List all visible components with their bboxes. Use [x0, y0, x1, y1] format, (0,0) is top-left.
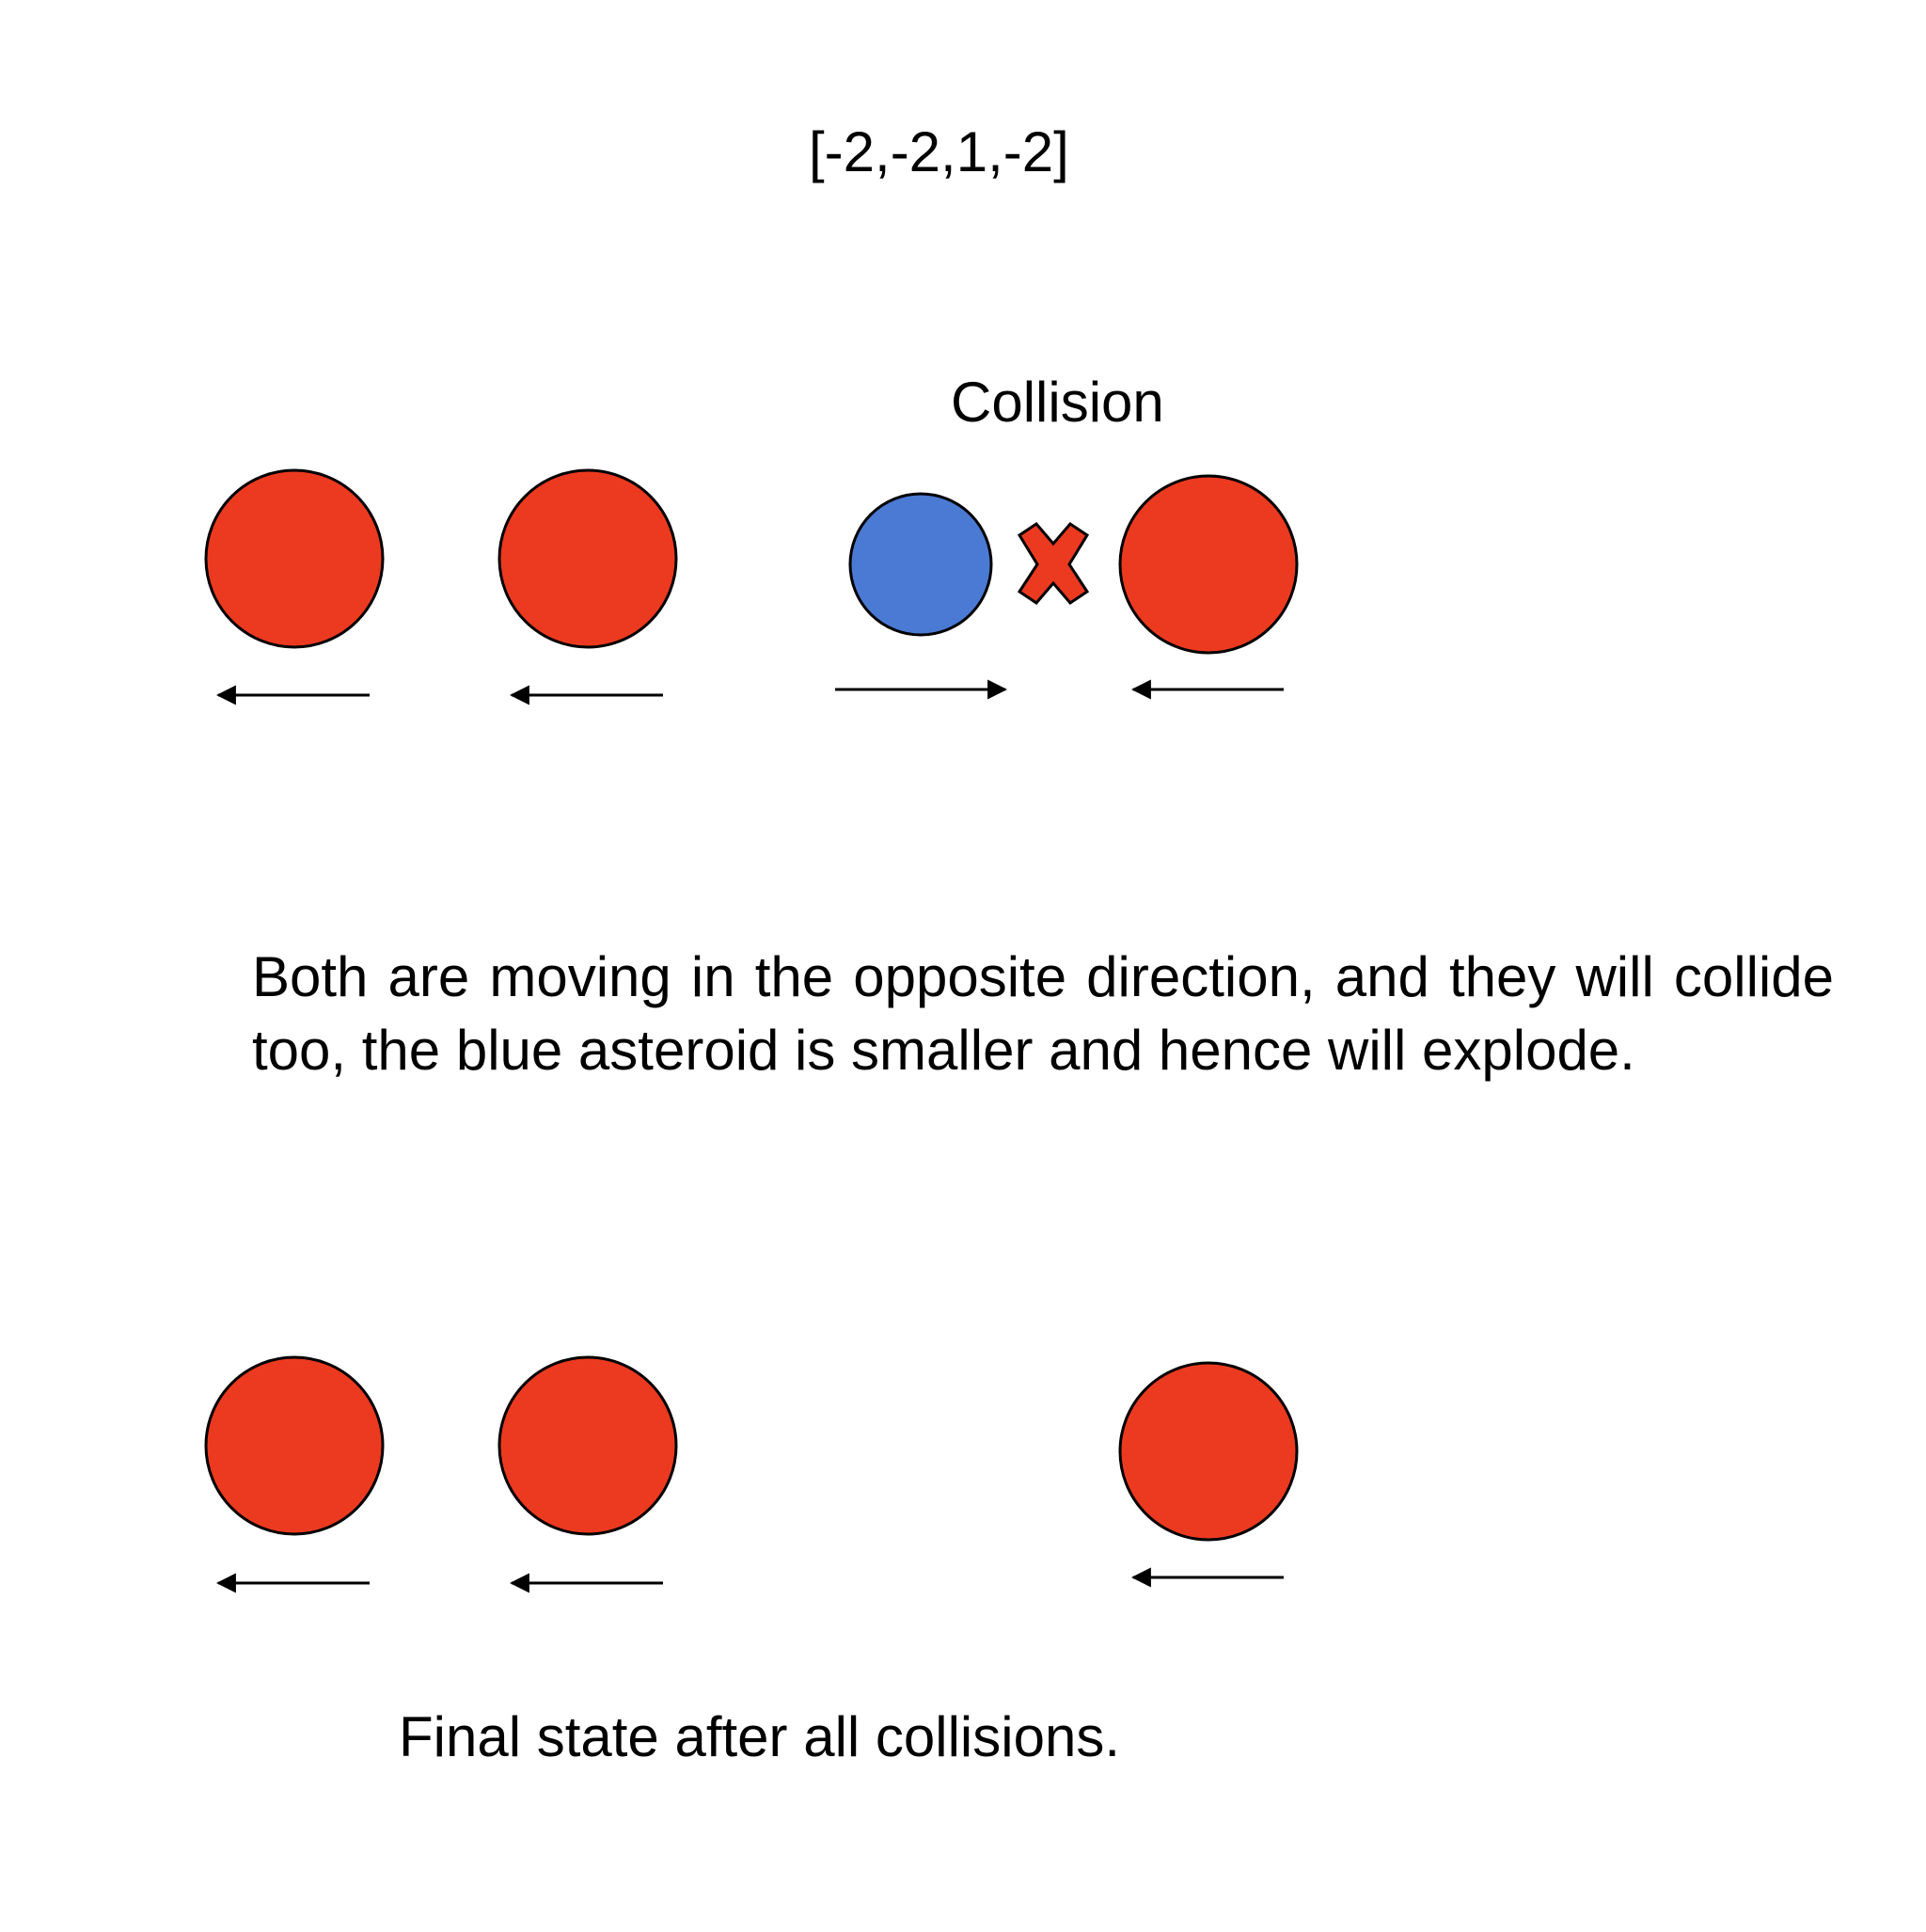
- collision-stage: [204, 468, 1299, 705]
- array-title: [-2,-2,1,-2]: [809, 120, 1069, 183]
- final-stage: [204, 1355, 1299, 1593]
- asteroid-large-2: [497, 468, 678, 649]
- x-icon: [1017, 522, 1090, 605]
- asteroid-large-3: [1118, 474, 1299, 655]
- asteroid-small: [848, 492, 993, 637]
- explanation-text: Both are moving in the opposite directio…: [252, 945, 1834, 1082]
- asteroid-large-2: [497, 1355, 678, 1536]
- final-state-caption: Final state after all collisions.: [399, 1705, 1120, 1768]
- asteroid-large-1: [204, 1355, 385, 1536]
- collision-label: Collision: [951, 371, 1164, 434]
- asteroid-large-3: [1118, 1361, 1299, 1542]
- asteroid-large-1: [204, 468, 385, 649]
